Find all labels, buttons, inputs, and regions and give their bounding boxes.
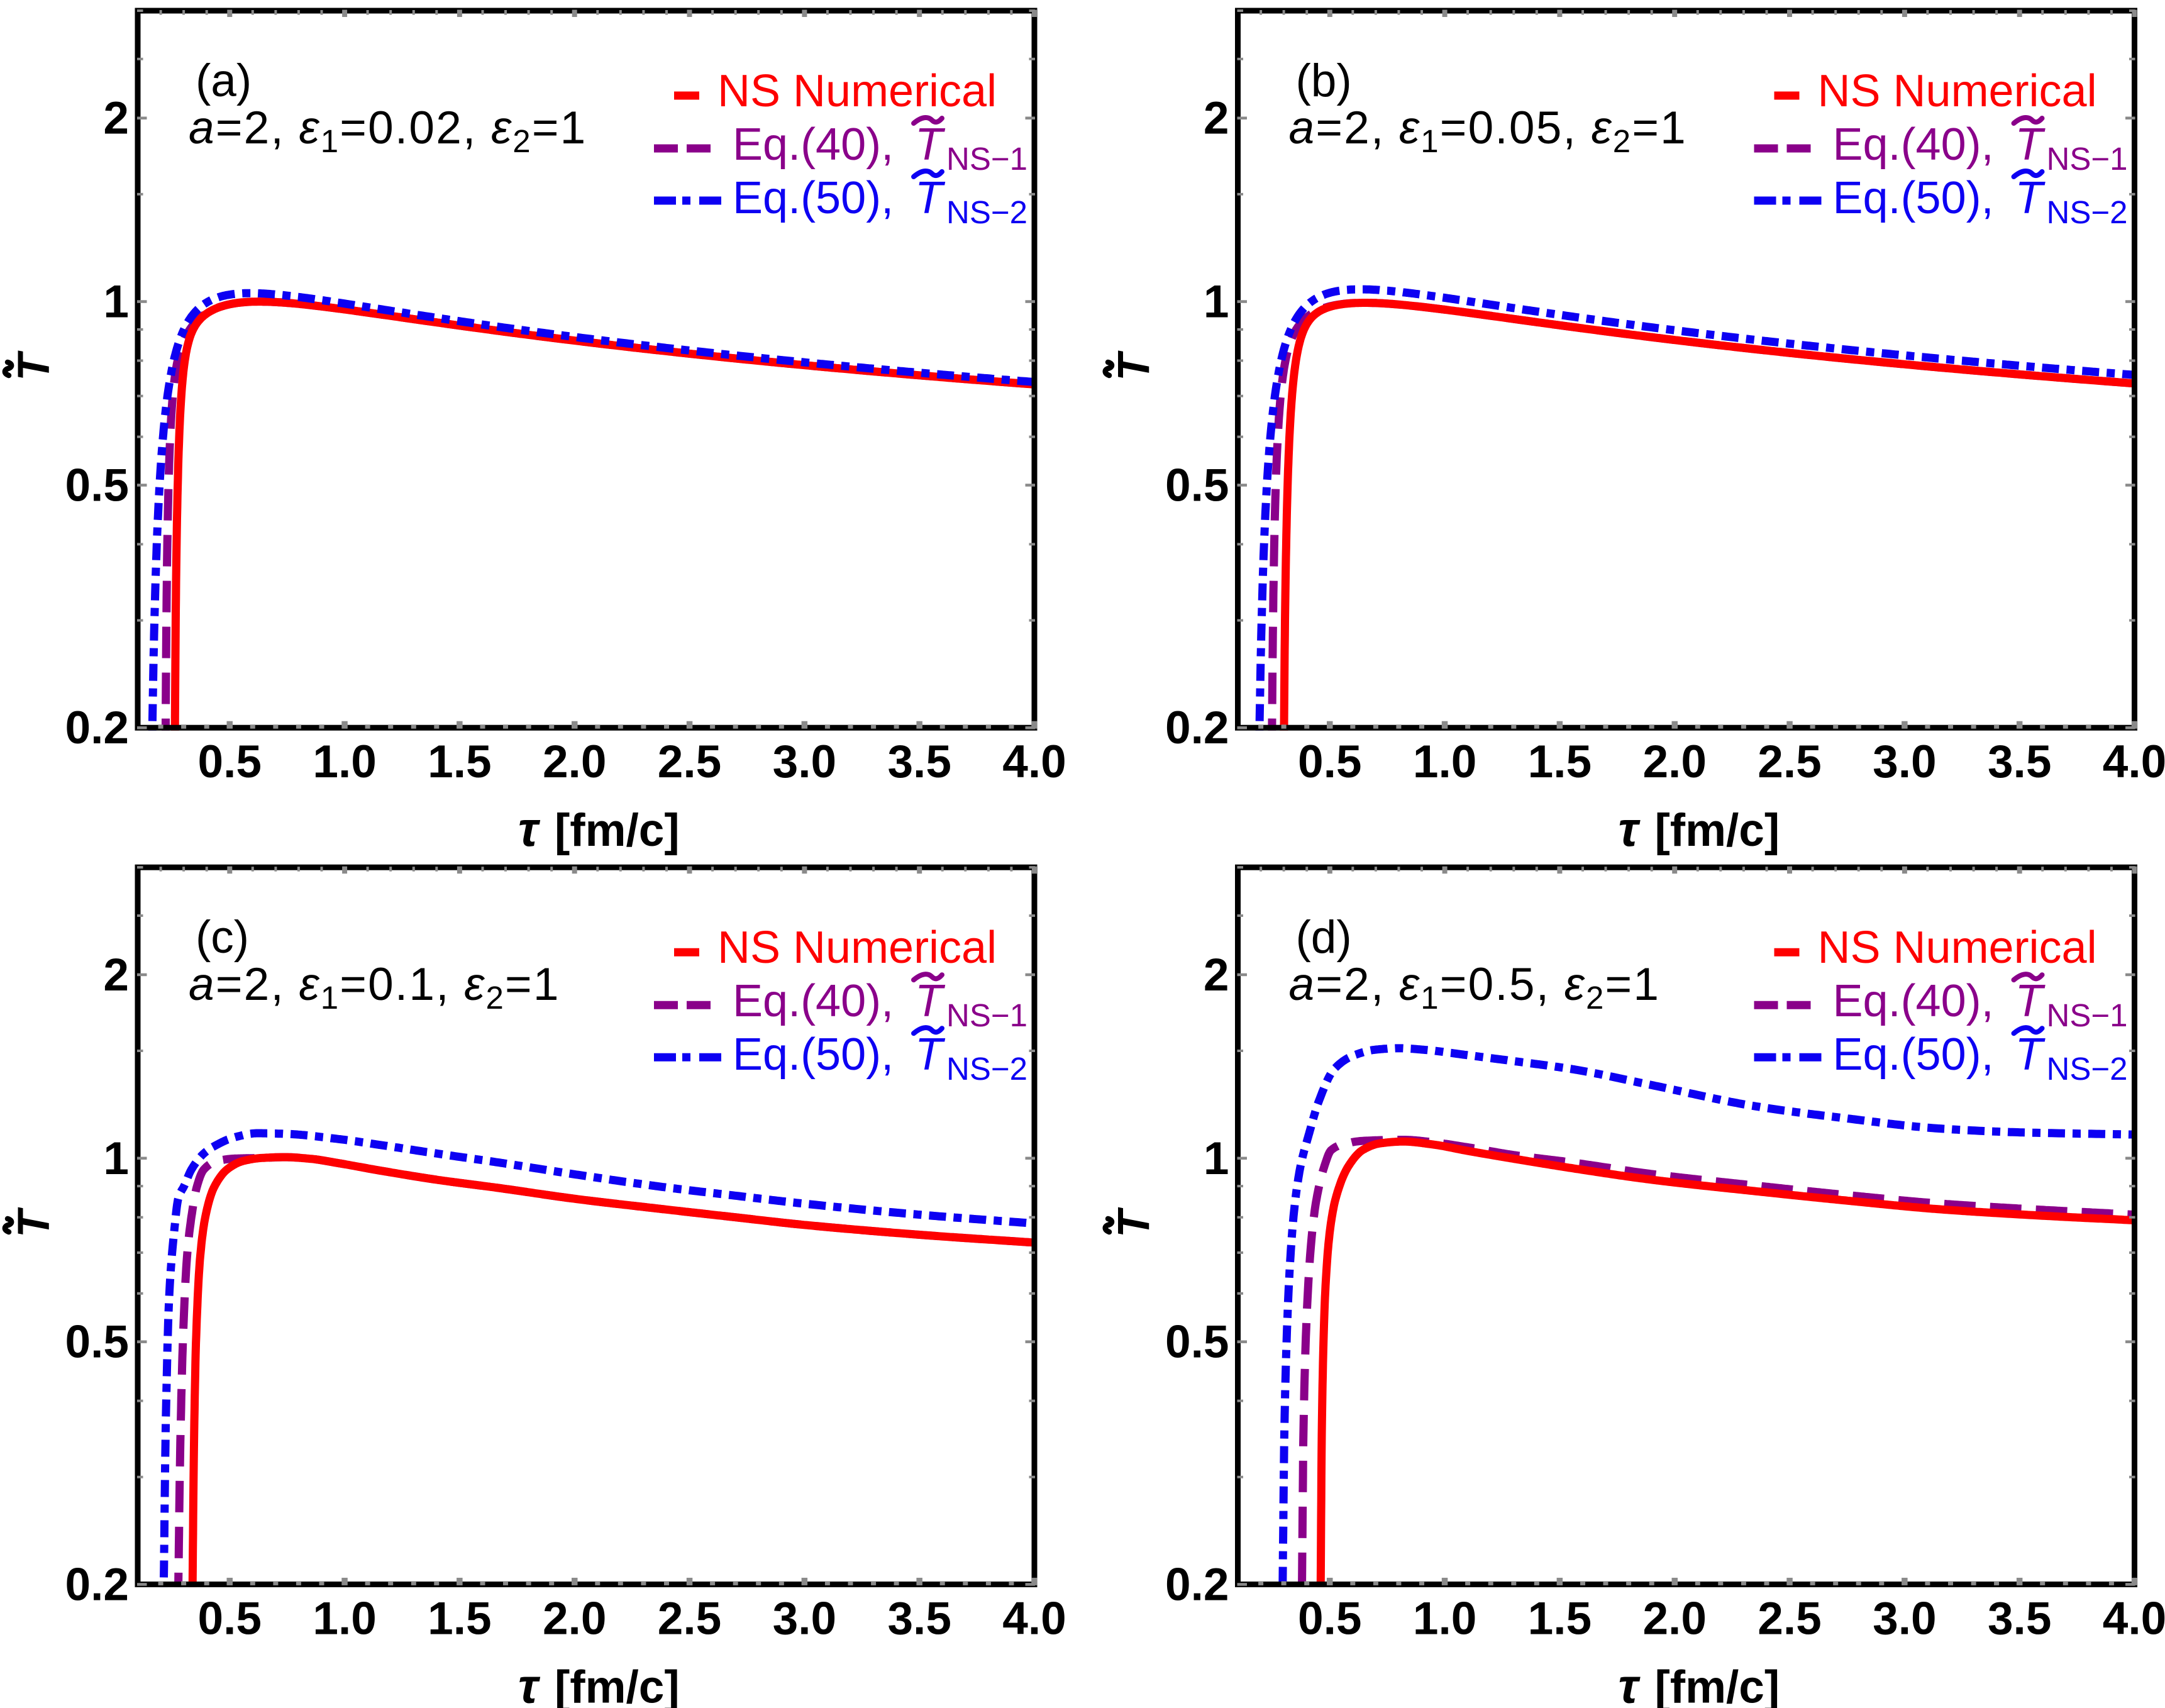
- svg-text:2: 2: [103, 950, 129, 1001]
- svg-text:2.0: 2.0: [1642, 1593, 1706, 1644]
- svg-text:T: T: [915, 1029, 946, 1080]
- svg-text:4.0: 4.0: [1002, 1593, 1066, 1644]
- svg-text:NS−2: NS−2: [946, 194, 1027, 230]
- svg-text:(b): (b): [1296, 55, 1352, 106]
- svg-text:3.0: 3.0: [1873, 736, 1936, 787]
- svg-text:2: 2: [1204, 950, 1229, 1001]
- svg-text:0.5: 0.5: [1298, 1593, 1361, 1644]
- svg-text:4.0: 4.0: [2103, 1593, 2165, 1644]
- svg-text:1.0: 1.0: [1413, 736, 1476, 787]
- svg-text:1: 1: [1204, 1133, 1229, 1184]
- svg-text:2: 2: [1204, 93, 1229, 144]
- svg-text:1.5: 1.5: [428, 736, 491, 787]
- svg-text:2.5: 2.5: [658, 1593, 721, 1644]
- svg-text:Eq.(40),: Eq.(40),: [1833, 119, 1994, 170]
- svg-text:0.2: 0.2: [65, 1559, 129, 1610]
- svg-text:0.5: 0.5: [1165, 1317, 1229, 1368]
- svg-text:0.5: 0.5: [65, 1317, 129, 1368]
- svg-text:0.5: 0.5: [1165, 460, 1229, 511]
- svg-text:Eq.(40),: Eq.(40),: [733, 976, 894, 1026]
- svg-text:[fm/c]: [fm/c]: [555, 1661, 680, 1708]
- svg-text:3.5: 3.5: [1988, 1593, 2051, 1644]
- svg-text:NS Numerical: NS Numerical: [717, 923, 997, 973]
- svg-text:0.2: 0.2: [1165, 702, 1229, 753]
- svg-text:T: T: [915, 173, 946, 223]
- svg-text:Eq.(50),: Eq.(50),: [1833, 173, 1994, 223]
- svg-text:τ: τ: [1619, 1658, 1641, 1708]
- svg-text:1.5: 1.5: [1528, 736, 1592, 787]
- svg-text:[fm/c]: [fm/c]: [1655, 1661, 1780, 1708]
- svg-text:1: 1: [103, 1133, 129, 1184]
- svg-text:0.2: 0.2: [1165, 1559, 1229, 1610]
- svg-text:Eq.(50),: Eq.(50),: [733, 1029, 894, 1080]
- svg-text:NS−1: NS−1: [2047, 141, 2128, 177]
- svg-text:(a): (a): [196, 55, 252, 106]
- svg-text:1.0: 1.0: [313, 1593, 376, 1644]
- svg-text:2.0: 2.0: [1642, 736, 1706, 787]
- svg-text:τ: τ: [518, 1658, 541, 1708]
- svg-text:T: T: [9, 350, 59, 381]
- svg-text:(c): (c): [196, 912, 249, 963]
- svg-text:1.0: 1.0: [313, 736, 376, 787]
- svg-text:2.0: 2.0: [543, 1593, 606, 1644]
- svg-text:τ: τ: [518, 801, 541, 857]
- svg-text:1: 1: [1204, 277, 1229, 328]
- svg-text:3.5: 3.5: [887, 736, 951, 787]
- svg-text:1.0: 1.0: [1413, 1593, 1476, 1644]
- svg-text:NS−1: NS−1: [946, 997, 1027, 1033]
- svg-text:T: T: [915, 976, 946, 1026]
- svg-text:a=2, ε1=0.05, ε2=1: a=2, ε1=0.05, ε2=1: [1289, 103, 1687, 159]
- svg-text:0.5: 0.5: [65, 460, 129, 511]
- svg-text:T: T: [915, 119, 946, 170]
- svg-text:(d): (d): [1296, 912, 1352, 963]
- svg-text:3.5: 3.5: [887, 1593, 951, 1644]
- svg-text:Eq.(40),: Eq.(40),: [733, 119, 894, 170]
- svg-text:[fm/c]: [fm/c]: [1655, 805, 1780, 856]
- svg-text:NS−2: NS−2: [946, 1051, 1027, 1087]
- svg-text:NS−1: NS−1: [2047, 997, 2128, 1033]
- svg-text:NS Numerical: NS Numerical: [1818, 923, 2097, 973]
- svg-text:1.5: 1.5: [1528, 1593, 1592, 1644]
- svg-text:Eq.(40),: Eq.(40),: [1833, 976, 1994, 1026]
- svg-text:2.5: 2.5: [1758, 736, 1821, 787]
- svg-text:1: 1: [103, 277, 129, 328]
- svg-text:2.5: 2.5: [658, 736, 721, 787]
- svg-text:1.5: 1.5: [428, 1593, 491, 1644]
- svg-text:0.5: 0.5: [198, 736, 262, 787]
- svg-text:NS Numerical: NS Numerical: [717, 66, 997, 116]
- svg-text:τ: τ: [1619, 801, 1641, 857]
- svg-text:NS−2: NS−2: [2047, 1051, 2128, 1087]
- svg-text:0.2: 0.2: [65, 702, 129, 753]
- svg-text:3.0: 3.0: [773, 1593, 836, 1644]
- svg-text:a=2, ε1=0.5, ε2=1: a=2, ε1=0.5, ε2=1: [1289, 959, 1661, 1016]
- svg-text:0.5: 0.5: [1298, 736, 1361, 787]
- svg-text:[fm/c]: [fm/c]: [555, 805, 680, 856]
- svg-text:NS−1: NS−1: [946, 141, 1027, 177]
- svg-text:NS−2: NS−2: [2047, 194, 2128, 230]
- svg-text:2.5: 2.5: [1758, 1593, 1821, 1644]
- svg-text:T: T: [1110, 350, 1160, 381]
- svg-text:3.0: 3.0: [1873, 1593, 1936, 1644]
- svg-text:3.5: 3.5: [1988, 736, 2051, 787]
- svg-text:T: T: [1110, 1207, 1160, 1238]
- svg-text:a=2, ε1=0.1, ε2=1: a=2, ε1=0.1, ε2=1: [189, 959, 560, 1016]
- svg-text:NS Numerical: NS Numerical: [1818, 66, 2097, 116]
- svg-text:Eq.(50),: Eq.(50),: [1833, 1029, 1994, 1080]
- svg-text:Eq.(50),: Eq.(50),: [733, 173, 894, 223]
- svg-text:T: T: [2015, 173, 2046, 223]
- svg-text:4.0: 4.0: [1002, 736, 1066, 787]
- svg-text:T: T: [2015, 119, 2046, 170]
- svg-text:4.0: 4.0: [2103, 736, 2165, 787]
- svg-text:T: T: [2015, 976, 2046, 1026]
- svg-text:T: T: [9, 1207, 59, 1238]
- svg-text:0.5: 0.5: [198, 1593, 262, 1644]
- svg-text:2: 2: [103, 93, 129, 144]
- svg-text:3.0: 3.0: [773, 736, 836, 787]
- svg-text:T: T: [2015, 1029, 2046, 1080]
- svg-text:2.0: 2.0: [543, 736, 606, 787]
